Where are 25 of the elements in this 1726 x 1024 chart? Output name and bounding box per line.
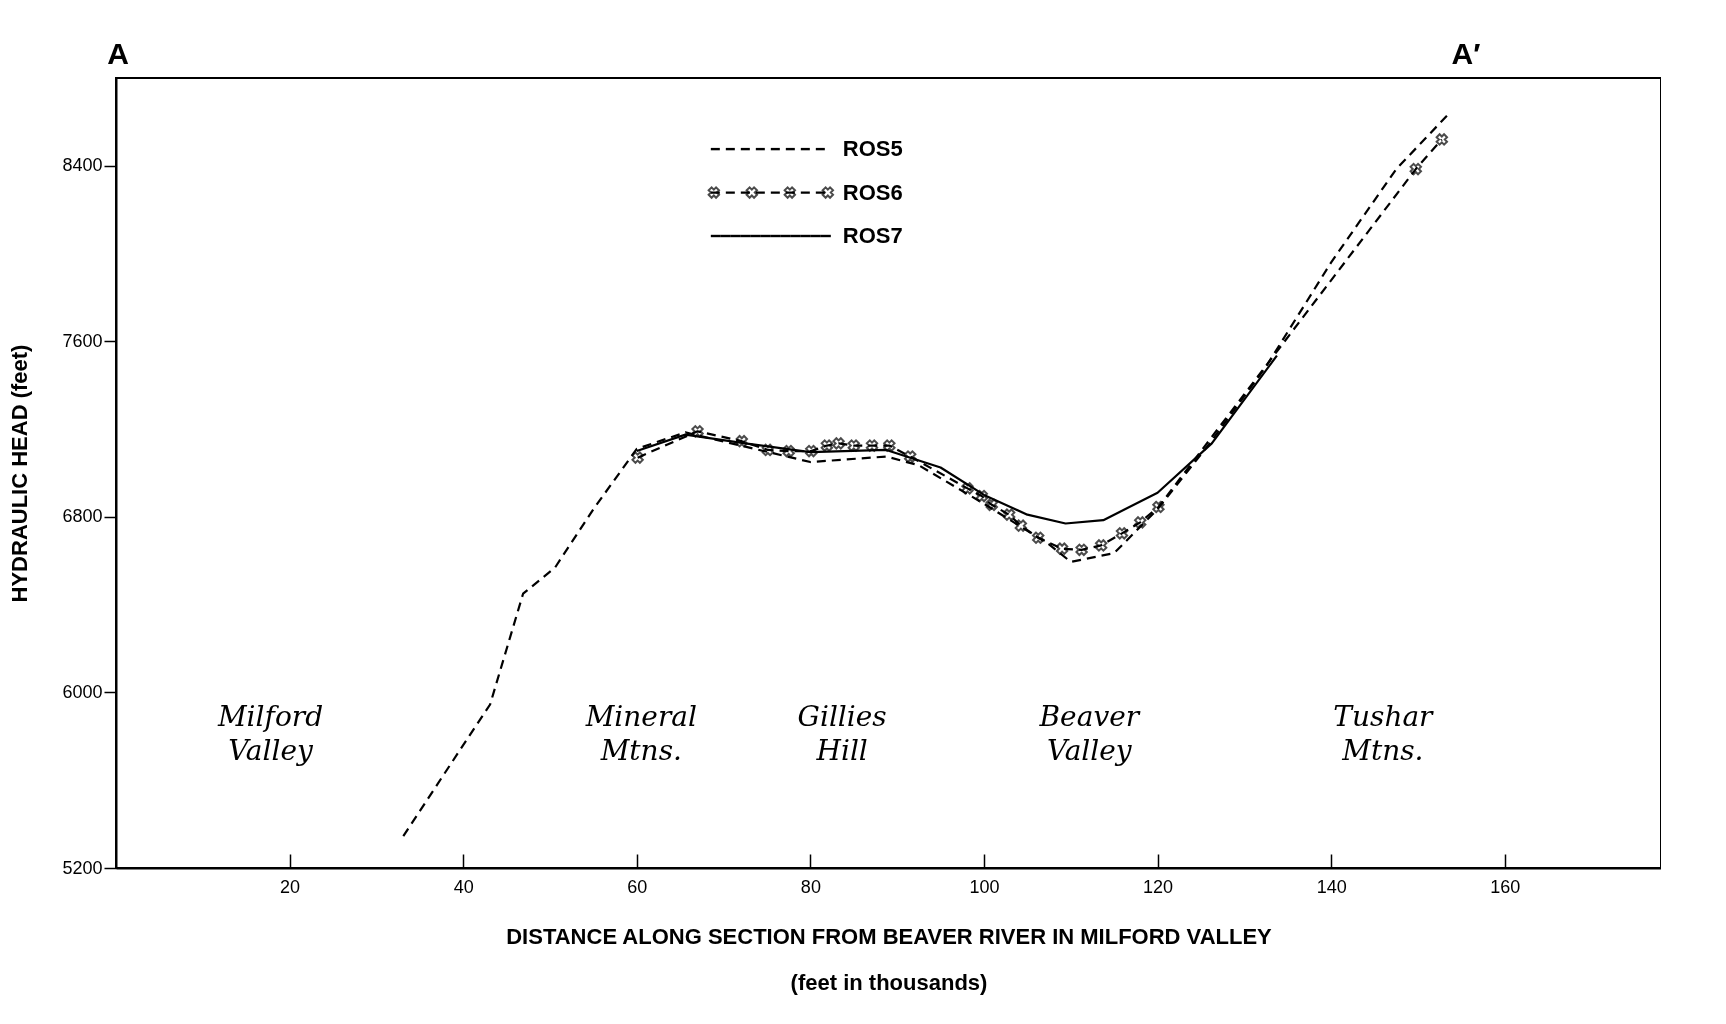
annotation: Milford Valley bbox=[216, 699, 324, 767]
x-axis-title: DISTANCE ALONG SECTION FROM BEAVER RIVER IN MILFORD VALLEY (feet in thousands) bbox=[506, 923, 1273, 995]
annotation: Tushar Mtns. bbox=[1333, 699, 1435, 767]
x-tick-label: 40 bbox=[453, 876, 474, 897]
text: A′ bbox=[1451, 37, 1481, 70]
legend-label: ROS6 bbox=[842, 179, 903, 205]
y-tick-label: 6000 bbox=[62, 681, 103, 702]
y-axis-title: HYDRAULIC HEAD (feet) bbox=[7, 344, 33, 603]
x-tick-label: 100 bbox=[969, 876, 1000, 897]
annotation: Mineral Mtns. bbox=[584, 699, 697, 767]
x-tick-label: 160 bbox=[1490, 876, 1521, 897]
x-tick-label: 80 bbox=[800, 876, 821, 897]
y-tick-label: 6800 bbox=[62, 506, 103, 527]
annotation: Gillies Hill bbox=[797, 699, 887, 767]
legend-label: ROS7 bbox=[842, 223, 903, 248]
x-tick-label: 20 bbox=[280, 876, 301, 897]
x-tick-label: 60 bbox=[627, 876, 648, 897]
x-tick-label: 140 bbox=[1316, 876, 1347, 897]
y-tick-label: 7600 bbox=[62, 330, 103, 351]
y-tick-label: 8400 bbox=[62, 155, 103, 176]
legend-label: ROS5 bbox=[842, 136, 903, 162]
text: A bbox=[107, 37, 129, 70]
annotation: Beaver Valley bbox=[1038, 699, 1141, 767]
x-tick-label: 120 bbox=[1143, 876, 1174, 897]
y-tick-label: 5200 bbox=[62, 857, 103, 878]
